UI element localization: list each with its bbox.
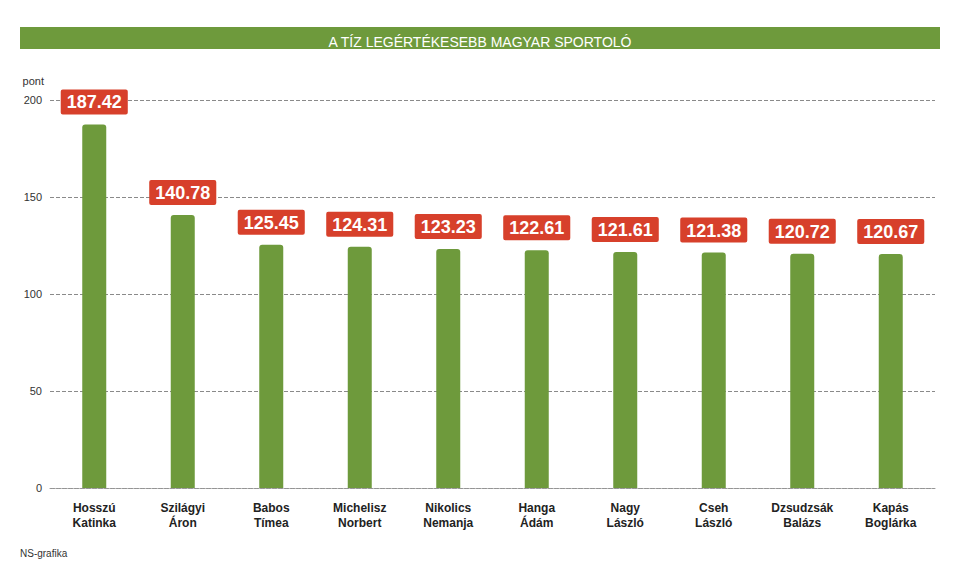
svg-text:Nagy: Nagy [611, 501, 641, 515]
svg-text:123.23: 123.23 [421, 217, 476, 237]
svg-text:121.38: 121.38 [686, 221, 741, 241]
svg-text:120.72: 120.72 [775, 222, 830, 242]
svg-text:Ádám: Ádám [520, 515, 553, 530]
svg-text:Tímea: Tímea [254, 516, 289, 530]
svg-text:50: 50 [30, 385, 42, 397]
svg-text:121.61: 121.61 [598, 220, 653, 240]
svg-text:László: László [607, 516, 644, 530]
svg-text:200: 200 [24, 94, 42, 106]
svg-text:Katinka: Katinka [73, 516, 117, 530]
svg-text:122.61: 122.61 [509, 218, 564, 238]
svg-text:pont: pont [23, 75, 44, 87]
svg-text:Hanga: Hanga [518, 501, 555, 515]
svg-text:A TÍZ LEGÉRTÉKESEBB MAGYAR SPO: A TÍZ LEGÉRTÉKESEBB MAGYAR SPORTOLÓ [329, 34, 632, 50]
svg-text:NS-grafika: NS-grafika [20, 548, 68, 559]
svg-text:Norbert: Norbert [338, 516, 381, 530]
svg-text:Dzsudzsák: Dzsudzsák [771, 501, 833, 515]
svg-text:0: 0 [36, 482, 42, 494]
svg-text:Cseh: Cseh [699, 501, 728, 515]
svg-text:Michelisz: Michelisz [333, 501, 386, 515]
svg-text:Balázs: Balázs [783, 516, 821, 530]
svg-text:100: 100 [24, 288, 42, 300]
svg-text:Kapás: Kapás [873, 501, 909, 515]
svg-text:125.45: 125.45 [244, 213, 299, 233]
svg-text:140.78: 140.78 [155, 183, 210, 203]
svg-text:187.42: 187.42 [67, 92, 122, 112]
svg-text:Áron: Áron [169, 515, 197, 530]
svg-text:Boglárka: Boglárka [865, 516, 917, 530]
svg-text:150: 150 [24, 191, 42, 203]
svg-text:Babos: Babos [253, 501, 290, 515]
svg-text:Nikolics: Nikolics [425, 501, 471, 515]
svg-text:120.67: 120.67 [863, 222, 918, 242]
svg-text:László: László [695, 516, 732, 530]
svg-text:Nemanja: Nemanja [423, 516, 473, 530]
svg-text:Szilágyi: Szilágyi [160, 501, 205, 515]
svg-text:Hosszú: Hosszú [73, 501, 116, 515]
svg-text:124.31: 124.31 [332, 215, 387, 235]
